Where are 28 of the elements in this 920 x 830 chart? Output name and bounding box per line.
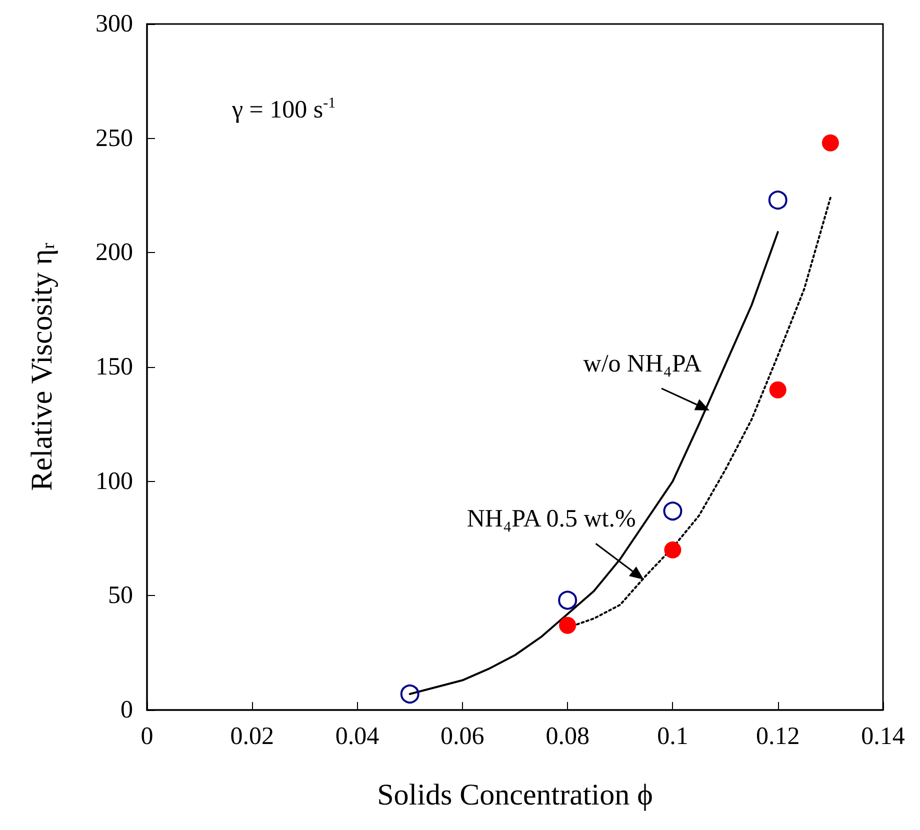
- x-tick-label: 0.12: [756, 723, 800, 750]
- y-tick-label: 0: [120, 696, 133, 724]
- x-tick-label: 0.06: [440, 723, 484, 750]
- point: [663, 502, 682, 521]
- x-tick-label: 0.02: [230, 723, 274, 750]
- point: [400, 684, 420, 704]
- x-tick-label: 0.14: [861, 723, 906, 750]
- y-tick-label: 200: [96, 239, 133, 266]
- point: [822, 134, 839, 152]
- annotation: NH₄PA 0.5 wt.%: [466, 506, 636, 533]
- y-tick-label: 300: [96, 10, 133, 38]
- y-tick-label: 250: [96, 124, 133, 152]
- x-tick-label: 0: [140, 723, 154, 750]
- point: [559, 616, 576, 634]
- y-axis-title: Relative Viscosity ηr: [26, 242, 58, 491]
- y-tick-label: 150: [96, 354, 133, 380]
- point: [768, 190, 788, 210]
- x-tick-label: 0.08: [546, 723, 590, 750]
- point: [769, 381, 786, 398]
- annotation: w/o NH₄PA: [583, 350, 702, 378]
- line-series: [408, 231, 779, 695]
- y-tick-label: 100: [96, 468, 133, 495]
- x-tick-label: 0.1: [657, 723, 688, 750]
- x-axis-title: Solids Concentration ϕ: [377, 778, 653, 812]
- x-tick-label: 0.04: [335, 723, 380, 750]
- point: [558, 590, 578, 610]
- point: [664, 541, 682, 558]
- y-tick-label: 50: [108, 582, 133, 610]
